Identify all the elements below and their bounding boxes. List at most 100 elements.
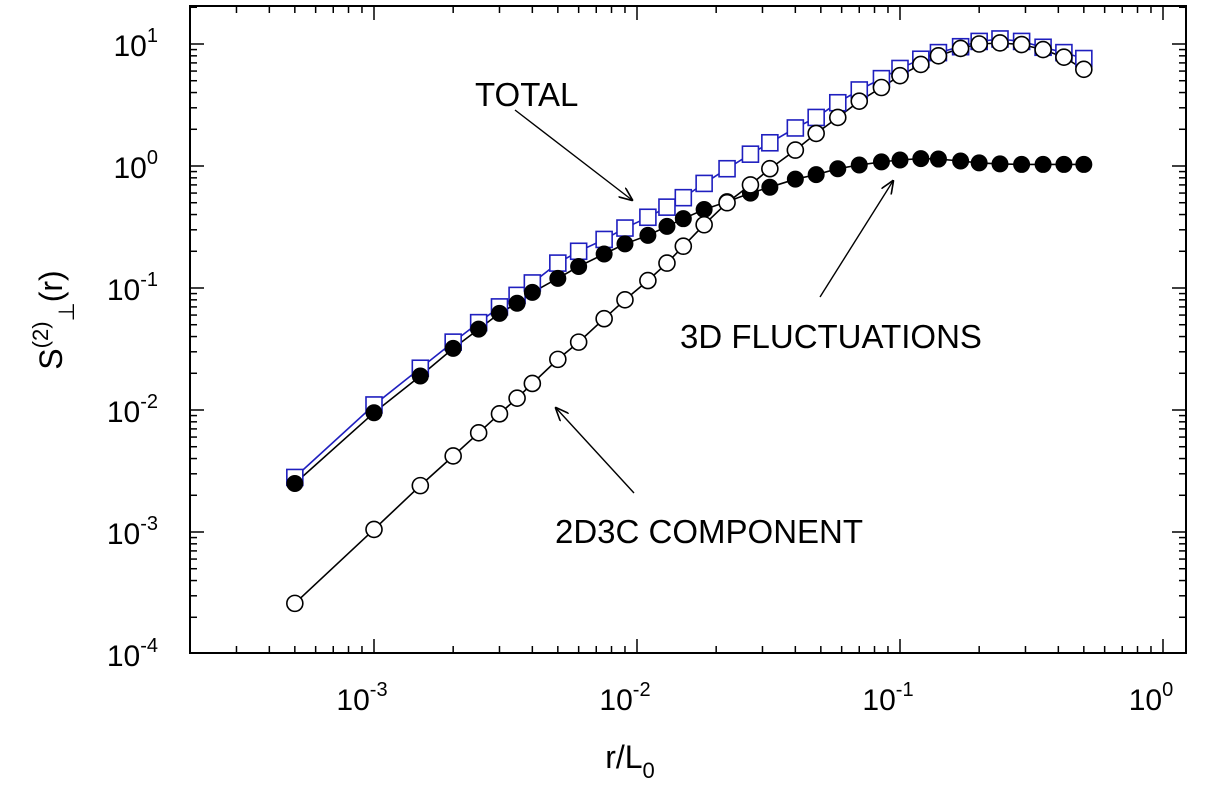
data-point-total xyxy=(616,219,634,237)
y-tick-label-base: 10 xyxy=(114,152,147,185)
data-point-2d3c-component xyxy=(658,254,676,272)
y-axis-label-base: S xyxy=(33,348,69,369)
data-point-2d3c-component xyxy=(523,374,542,393)
data-point-2d3c-component xyxy=(286,594,304,613)
data-point-2d3c-component xyxy=(761,159,779,178)
data-point-3d-fluctuations xyxy=(952,152,970,170)
series-total xyxy=(286,30,1093,487)
data-point-3d-fluctuations xyxy=(991,155,1009,173)
x-tick-label: 10-1 xyxy=(862,679,913,717)
x-axis-label-sub: 0 xyxy=(643,758,655,783)
y-tick-label: 10-4 xyxy=(107,635,158,673)
data-point-2d3c-component xyxy=(365,520,383,539)
data-point-2d3c-component xyxy=(444,447,462,465)
data-point-2d3c-component xyxy=(718,193,736,212)
data-point-3d-fluctuations xyxy=(912,150,930,168)
data-point-2d3c-component xyxy=(1034,40,1052,59)
data-point-2d3c-component xyxy=(411,476,430,495)
data-point-2d3c-component xyxy=(828,108,847,127)
data-point-3d-fluctuations xyxy=(850,156,868,174)
data-point-3d-fluctuations xyxy=(695,200,713,218)
data-point-2d3c-component xyxy=(912,55,930,74)
series-line-2d3c-component xyxy=(294,42,1085,604)
data-point-total xyxy=(549,254,567,272)
data-point-3d-fluctuations xyxy=(829,160,847,178)
x-tick-label-base: 10 xyxy=(599,684,632,717)
data-point-2d3c-component xyxy=(951,39,970,58)
data-point-3d-fluctuations xyxy=(807,166,825,184)
y-tick-label-base: 10 xyxy=(107,274,140,307)
y-tick-label: 10-1 xyxy=(107,269,158,307)
x-tick-label: 10-2 xyxy=(599,679,650,717)
data-point-2d3c-component xyxy=(891,66,909,85)
data-point-3d-fluctuations xyxy=(444,339,462,357)
data-point-3d-fluctuations xyxy=(549,269,567,287)
x-tick-label-base: 10 xyxy=(336,684,369,717)
x-axis-label: r/L0 xyxy=(605,739,655,783)
data-point-3d-fluctuations xyxy=(490,304,508,322)
data-point-3d-fluctuations xyxy=(1013,155,1031,173)
annotation-total: TOTAL xyxy=(475,76,632,200)
data-point-2d3c-component xyxy=(1055,48,1073,66)
data-point-3d-fluctuations xyxy=(761,178,779,196)
data-point-total xyxy=(807,108,825,127)
y-tick-label-exp: -3 xyxy=(140,513,158,535)
x-tick-label-base: 10 xyxy=(1129,684,1162,717)
x-tick-label: 100 xyxy=(1129,679,1174,717)
x-tick-label-base: 10 xyxy=(862,684,895,717)
data-point-3d-fluctuations xyxy=(929,150,947,168)
data-point-total xyxy=(674,188,693,207)
data-point-2d3c-component xyxy=(490,405,509,423)
annotation-2d3c: 2D3C COMPONENT xyxy=(555,408,863,550)
data-point-total xyxy=(761,133,779,152)
x-tick-label-exp: -1 xyxy=(896,679,914,701)
x-axis-label-base: r/L xyxy=(605,739,642,775)
y-tick-label-exp: 1 xyxy=(147,25,158,47)
data-point-3d-fluctuations xyxy=(365,404,383,422)
y-axis-label: S(2)⊥(r) xyxy=(28,270,79,369)
data-point-total xyxy=(639,208,657,227)
data-point-3d-fluctuations xyxy=(470,320,488,338)
series-2d3c-component xyxy=(286,34,1093,613)
annotation-3d: 3D FLUCTUATIONS xyxy=(680,181,982,355)
data-point-2d3c-component xyxy=(695,215,713,234)
y-tick-label-exp: -4 xyxy=(140,635,158,657)
data-point-3d-fluctuations xyxy=(970,154,988,172)
data-point-total xyxy=(718,159,736,178)
annotation-2d3c-arrow xyxy=(556,408,635,494)
data-point-total xyxy=(695,174,713,193)
data-point-total xyxy=(569,242,588,261)
y-tick-label: 10-2 xyxy=(107,391,158,429)
y-tick-label-exp: 0 xyxy=(147,147,158,169)
series-line-3d-fluctuations xyxy=(294,157,1084,485)
annotation-3d-arrow xyxy=(819,181,893,298)
y-tick-label: 100 xyxy=(114,147,159,185)
annotation-total-label: TOTAL xyxy=(475,76,578,113)
data-point-3d-fluctuations xyxy=(872,153,890,171)
x-tick-label-exp: 0 xyxy=(1162,679,1173,701)
data-point-2d3c-component xyxy=(595,309,613,328)
data-point-total xyxy=(828,93,847,112)
y-tick-label-base: 10 xyxy=(107,396,140,429)
y-tick-label-base: 10 xyxy=(107,518,140,551)
data-point-3d-fluctuations xyxy=(523,283,541,301)
plot-frame xyxy=(189,5,1187,654)
y-axis-label-sub: ⊥ xyxy=(54,302,79,321)
data-point-2d3c-component xyxy=(508,389,526,407)
data-point-3d-fluctuations xyxy=(1055,155,1073,173)
data-point-2d3c-component xyxy=(674,237,693,256)
data-point-3d-fluctuations xyxy=(891,151,909,169)
data-point-3d-fluctuations xyxy=(286,474,304,492)
data-point-total xyxy=(658,198,676,216)
data-point-3d-fluctuations xyxy=(1075,155,1093,173)
y-tick-label-base: 10 xyxy=(107,640,140,673)
data-point-2d3c-component xyxy=(807,124,825,143)
data-point-2d3c-component xyxy=(741,176,760,194)
data-point-3d-fluctuations xyxy=(508,294,526,312)
data-point-2d3c-component xyxy=(639,271,657,290)
y-tick-label: 101 xyxy=(114,25,159,63)
data-point-2d3c-component xyxy=(786,141,805,159)
y-axis-label-tail: (r) xyxy=(33,270,69,302)
data-point-3d-fluctuations xyxy=(411,367,429,385)
